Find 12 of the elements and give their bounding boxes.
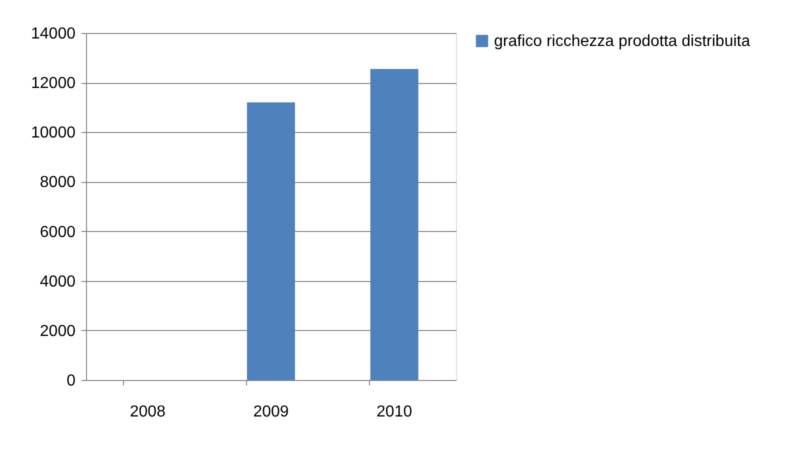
x-tick-label: 2009 [253, 404, 289, 420]
y-tick-label: 10000 [31, 124, 76, 142]
x-tick-label: 2010 [376, 404, 412, 420]
y-tick-label: 2000 [40, 322, 76, 340]
y-tick-label: 6000 [40, 224, 76, 241]
x-tick-label: 2008 [130, 404, 166, 420]
legend-label: grafico ricchezza prodotta distribuita [494, 33, 750, 50]
y-tick-label: 4000 [40, 273, 76, 290]
y-tick-label: 12000 [31, 75, 76, 92]
y-tick-label: 0 [66, 372, 76, 390]
y-tick-label: 14000 [31, 26, 76, 42]
y-tick-label: 8000 [40, 174, 76, 192]
